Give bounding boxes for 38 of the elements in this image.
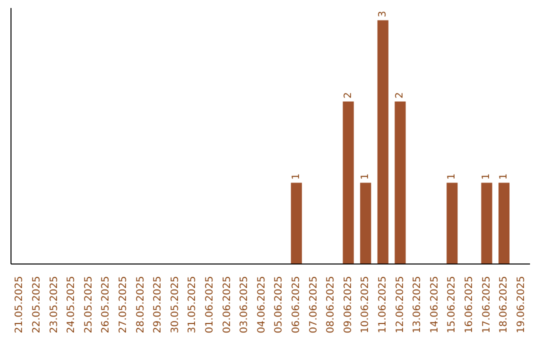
x-tick-label: 25.05.2025 xyxy=(83,276,94,334)
x-tick-label: 11.06.2025 xyxy=(377,276,388,334)
x-tick-label: 22.05.2025 xyxy=(31,276,42,334)
x-tick-label: 19.06.2025 xyxy=(516,276,527,334)
data-label: 3 xyxy=(377,10,388,18)
x-tick-label: 06.06.2025 xyxy=(290,276,302,334)
x-tick-label: 16.06.2025 xyxy=(464,276,475,334)
x-tick-label: 21.05.2025 xyxy=(14,276,26,334)
x-tick-label: 28.05.2025 xyxy=(135,276,146,334)
x-tick-label: 14.06.2025 xyxy=(429,276,440,334)
x-tick-label: 02.06.2025 xyxy=(222,276,233,334)
data-label: 1 xyxy=(446,173,458,180)
x-tick-label: 24.05.2025 xyxy=(66,276,78,334)
x-tick-label: 30.05.2025 xyxy=(170,276,181,334)
x-tick-label: 17.06.2025 xyxy=(481,276,492,334)
x-tick-label: 07.06.2025 xyxy=(308,276,320,334)
x-tick-label: 27.05.2025 xyxy=(118,276,129,334)
x-tick-label: 03.06.2025 xyxy=(239,276,250,334)
x-tick-label: 26.05.2025 xyxy=(100,276,112,334)
x-tick-label: 08.06.2025 xyxy=(326,276,337,334)
x-tick-label: 31.05.2025 xyxy=(187,276,198,334)
data-label: 2 xyxy=(394,92,406,98)
x-tick-label: 09.06.2025 xyxy=(342,276,354,334)
x-tick-label: 10.06.2025 xyxy=(360,276,372,334)
x-tick-label: 18.06.2025 xyxy=(498,276,510,334)
x-tick-label: 29.05.2025 xyxy=(152,276,164,334)
data-label: 1 xyxy=(290,173,302,180)
x-tick-label: 04.06.2025 xyxy=(256,276,268,334)
x-tick-label: 12.06.2025 xyxy=(394,276,406,334)
x-tick-label: 23.05.2025 xyxy=(48,276,60,334)
x-tick-label: 13.06.2025 xyxy=(412,276,424,334)
x-tick-label: 15.06.2025 xyxy=(446,276,458,334)
data-label: 2 xyxy=(342,92,354,98)
data-label: 1 xyxy=(481,173,492,180)
data-label: 1 xyxy=(360,173,372,180)
data-label: 1 xyxy=(498,173,510,180)
x-tick-label: 01.06.2025 xyxy=(204,276,216,334)
x-tick-label: 05.06.2025 xyxy=(274,276,285,334)
